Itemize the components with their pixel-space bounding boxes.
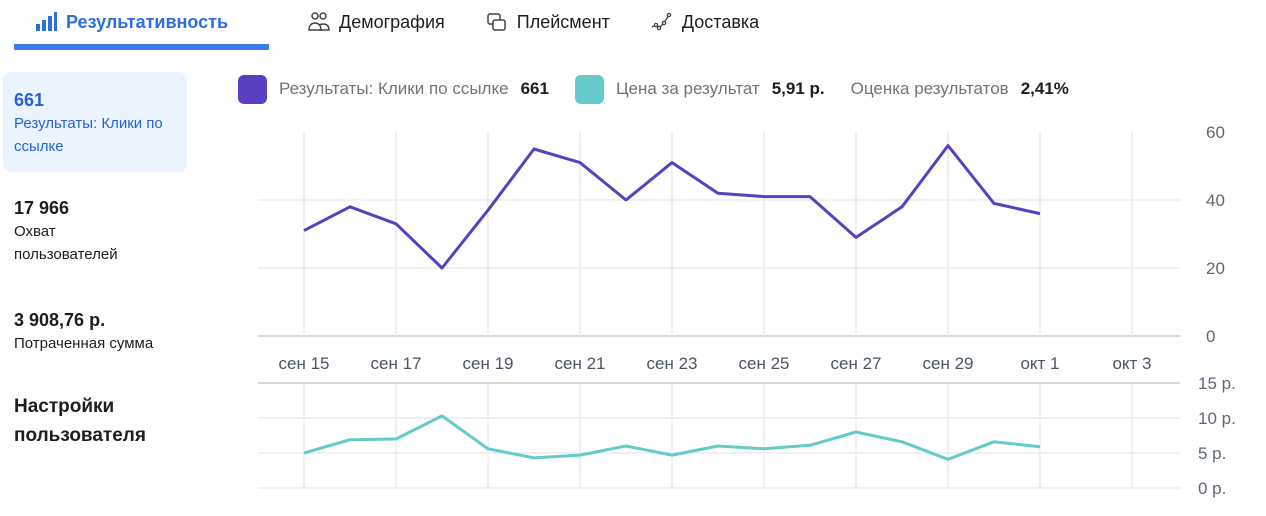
metric-value: 661 xyxy=(14,90,45,110)
results-swatch[interactable] xyxy=(238,74,267,104)
svg-text:окт 3: окт 3 xyxy=(1112,354,1151,373)
axis-labels: 0 20 40 60 сен 15 сен 17 сен 19 сен 21 сен 23 сен… xyxy=(279,123,1236,498)
metric-spend-card[interactable]: 3 908,76 р. Потраченная сумма xyxy=(0,308,167,355)
svg-text:окт 1: окт 1 xyxy=(1020,354,1059,373)
svg-text:15 р.: 15 р. xyxy=(1198,374,1236,393)
metric-label: Результаты: Клики по ссылке xyxy=(14,115,163,155)
metric-results-card[interactable]: 661 Результаты: Клики по ссылке xyxy=(3,72,187,172)
cost-line[interactable] xyxy=(303,414,1041,461)
svg-text:сен 17: сен 17 xyxy=(371,354,422,373)
tab-demographics[interactable]: Демография xyxy=(307,0,445,44)
legend-label: Цена за результат xyxy=(615,79,760,98)
svg-text:сен 15: сен 15 xyxy=(279,354,330,373)
svg-text:сен 27: сен 27 xyxy=(831,354,882,373)
metric-reach-card[interactable]: 17 966 Охват пользователей xyxy=(0,196,158,266)
tab-bar: Результативность Демография Плейсмент До… xyxy=(14,0,799,52)
svg-text:сен 29: сен 29 xyxy=(923,354,974,373)
legend-value: 5,91 р. xyxy=(771,79,825,98)
svg-text:сен 25: сен 25 xyxy=(739,354,790,373)
legend-label: Оценка результатов xyxy=(850,79,1009,98)
tab-label: Результативность xyxy=(66,11,229,32)
results-line[interactable] xyxy=(303,144,1041,270)
legend-value: 2,41% xyxy=(1020,79,1069,98)
delivery-graph-icon xyxy=(650,11,674,33)
placement-icon xyxy=(485,11,509,33)
tab-performance[interactable]: Результативность xyxy=(14,0,269,50)
metric-label: Потраченная сумма xyxy=(14,335,154,352)
svg-text:40: 40 xyxy=(1206,191,1225,210)
people-icon xyxy=(307,11,331,33)
chart-legend: Результаты: Клики по ссылке 661 Цена за … xyxy=(238,74,1095,104)
top-chart-grid xyxy=(258,132,1180,337)
legend-value: 661 xyxy=(520,79,549,98)
tab-label: Демография xyxy=(339,11,445,32)
tab-label: Доставка xyxy=(681,11,760,32)
metric-value: 17 966 xyxy=(14,198,70,218)
bar-chart-icon xyxy=(34,11,58,33)
svg-text:10 р.: 10 р. xyxy=(1198,409,1236,428)
cost-swatch[interactable] xyxy=(574,74,604,104)
tab-delivery[interactable]: Доставка xyxy=(650,0,759,44)
metric-value: 3 908,76 р. xyxy=(14,310,106,330)
svg-text:сен 23: сен 23 xyxy=(647,354,698,373)
svg-text:0 р.: 0 р. xyxy=(1198,479,1226,498)
metric-label: Охват пользователей xyxy=(14,223,118,263)
tab-placement[interactable]: Плейсмент xyxy=(485,0,610,44)
svg-text:сен 19: сен 19 xyxy=(463,354,514,373)
metrics-sidebar: 661 Результаты: Клики по ссылке 17 966 О… xyxy=(0,72,190,446)
bottom-chart-grid xyxy=(258,382,1180,489)
svg-text:0: 0 xyxy=(1206,327,1215,346)
user-settings-link[interactable]: Настройки пользователя xyxy=(14,396,146,446)
svg-text:5 р.: 5 р. xyxy=(1198,444,1226,463)
svg-text:60: 60 xyxy=(1206,123,1225,142)
legend-label: Результаты: Клики по ссылке xyxy=(279,79,509,98)
svg-text:20: 20 xyxy=(1206,259,1225,278)
svg-text:сен 21: сен 21 xyxy=(555,354,606,373)
tab-label: Плейсмент xyxy=(516,11,610,32)
